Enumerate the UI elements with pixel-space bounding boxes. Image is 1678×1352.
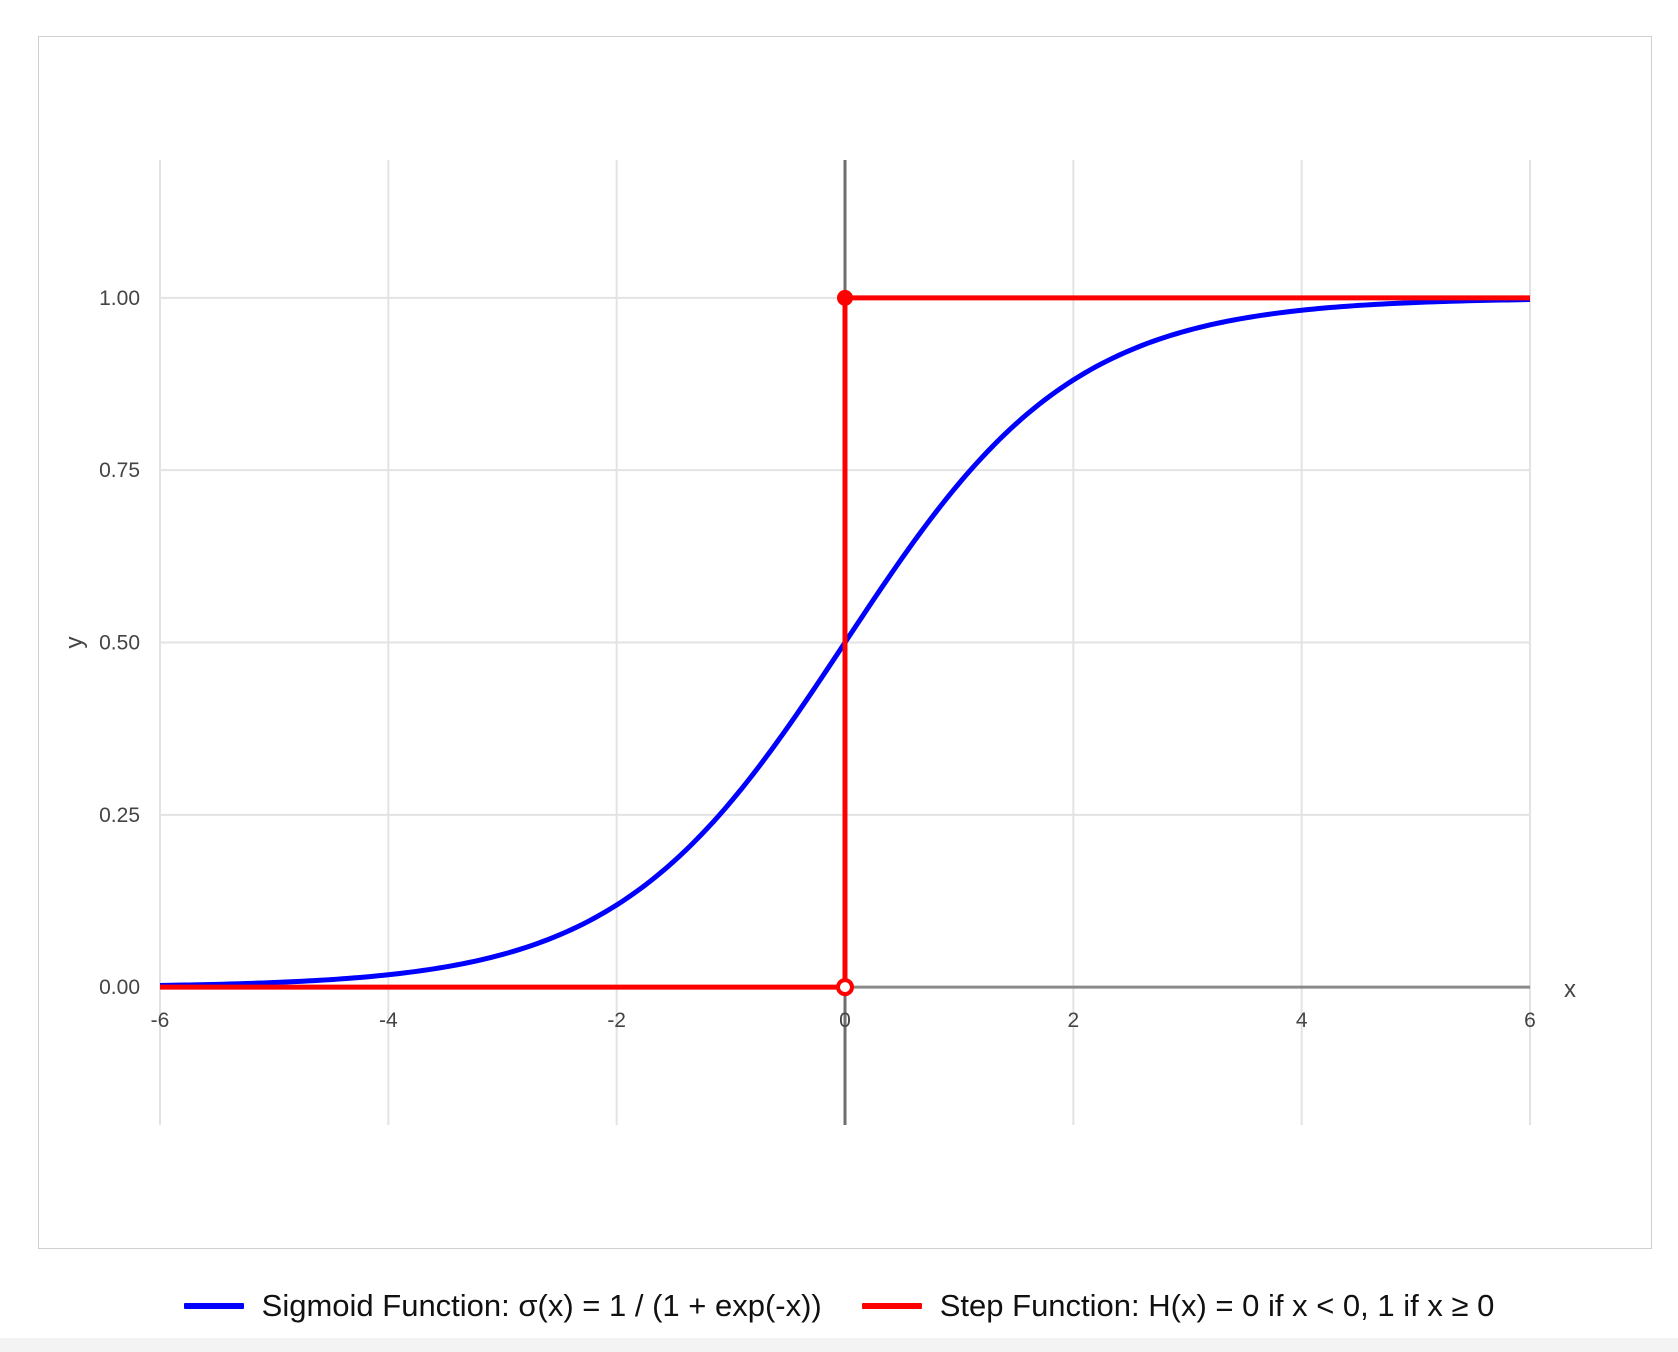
- legend-item-step[interactable]: Step Function: H(x) = 0 if x < 0, 1 if x…: [861, 1288, 1495, 1324]
- x-tick-label: 2: [1067, 1009, 1079, 1032]
- y-tick-label: 0.00: [99, 976, 140, 999]
- legend-swatch-step: [861, 1303, 922, 1309]
- label-layer: -6 -4 -2 0 2 4 6 0.00 0.25 0.50 0.75 1.00 x y: [61, 287, 1576, 1032]
- step-closed-point: [837, 289, 853, 306]
- x-tick-label: 6: [1524, 1009, 1536, 1032]
- legend-label-sigmoid: Sigmoid Function: σ(x) = 1 / (1 + exp(-x…: [261, 1288, 822, 1323]
- y-tick-label: 0.50: [99, 632, 140, 655]
- legend: Sigmoid Function: σ(x) = 1 / (1 + exp(-x…: [0, 1278, 1678, 1334]
- x-tick-label: 4: [1296, 1009, 1308, 1032]
- series-layer: [159, 295, 1531, 990]
- x-axis-title: x: [1564, 976, 1576, 1003]
- x-tick-label: -2: [607, 1009, 626, 1032]
- x-tick-label: -4: [379, 1009, 398, 1032]
- x-tick-label: 0: [839, 1009, 851, 1032]
- legend-swatch-sigmoid: [183, 1303, 244, 1309]
- y-tick-label: 1.00: [99, 287, 140, 310]
- step-line: [160, 295, 1530, 990]
- y-tick-label: 0.25: [99, 804, 140, 827]
- x-tick-label: -6: [151, 1009, 170, 1032]
- bottom-bar: [0, 1338, 1678, 1352]
- step-open-point: [836, 978, 854, 997]
- legend-item-sigmoid[interactable]: Sigmoid Function: σ(x) = 1 / (1 + exp(-x…: [183, 1288, 822, 1324]
- y-tick-label: 0.75: [99, 459, 140, 482]
- legend-label-step: Step Function: H(x) = 0 if x < 0, 1 if x…: [939, 1288, 1495, 1323]
- y-axis-title: y: [61, 637, 88, 649]
- marker-layer: [836, 289, 854, 997]
